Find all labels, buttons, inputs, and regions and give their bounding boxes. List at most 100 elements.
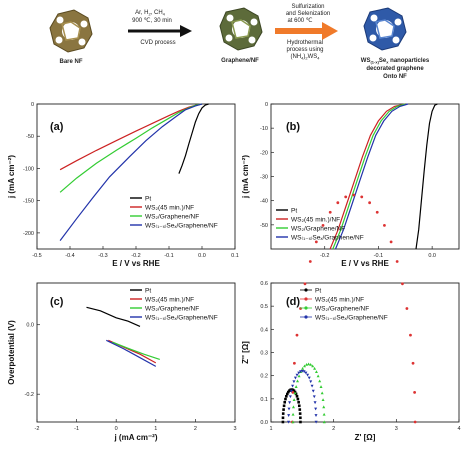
d-series-1-point (389, 240, 393, 244)
b-panel-tag: (b) (286, 121, 300, 133)
a-legend-label: WS₍₁₋ₓ₎Seₓ/Graphene/NF (145, 222, 218, 229)
a-legend-label: Pt (145, 195, 151, 202)
d-series-1-point (303, 282, 307, 286)
ws-se-label-line-3: Onto NF (383, 74, 407, 80)
d-legend-label: WS₂(45 min.)/NF (315, 296, 364, 303)
d-series-1-point (336, 201, 340, 205)
d-legend-label: Pt (315, 287, 321, 294)
d-series-2-point (307, 362, 311, 366)
ws-se-label-line-1: WS(1-x)Sex nanoparticles (361, 58, 430, 65)
c-x-tick-label: -2 (35, 426, 40, 432)
c-panel-tag: (c) (50, 296, 64, 308)
c-x-tick-label: -1 (74, 426, 79, 432)
a-legend: Pt WS₂(45 min.)/NF WS₂/Graphene/NF WS₍₁₋ₓ₎S… (130, 195, 218, 229)
d-series-3-point (304, 371, 308, 375)
d-series-3-point (291, 384, 295, 388)
b-y-tick-label: -40 (260, 199, 268, 205)
b-y-axis-label: j (mA cm⁻²) (241, 155, 250, 199)
d-series-1-point (409, 333, 412, 337)
d-series-3-point (307, 376, 311, 380)
a-series-0-line (178, 103, 209, 174)
d-series-2-point (296, 379, 300, 383)
panel-c-chart: -2 -1 0 1 2 3 -0.2 0.0 j (mA cm⁻²) Overpotential … (7, 282, 237, 442)
d-series-2-point (322, 420, 326, 424)
b-legend: Pt WS₂(45 min.)/NF WS₂/Graphene/NF WS₍₁₋ₓ₎S… (276, 207, 364, 241)
synthesis-scheme: Bare NF Ar, H2, CH4 900 ℃, 30 min CVD pr… (49, 4, 430, 80)
d-series-0-point (281, 412, 285, 415)
d-series-0-point (292, 389, 296, 392)
d-series-1-point (299, 307, 302, 310)
d-series-2-point (316, 374, 320, 378)
d-series-1-point (314, 240, 318, 244)
d-series-0-point (281, 420, 285, 424)
d-series-1-point (405, 307, 409, 310)
ws-se-lattice-image (363, 7, 407, 51)
b-series-2-line (332, 103, 406, 250)
d-x-tick-label: 1 (269, 426, 272, 432)
d-series-3-point (299, 370, 303, 374)
d-series-2-point (291, 412, 295, 416)
d-x-tick-label: 4 (457, 426, 460, 432)
d-series-0-point (296, 397, 300, 401)
d-series-1-point (383, 223, 386, 227)
a-x-tick-label: -0.2 (131, 253, 140, 259)
d-series-2-point (309, 362, 313, 366)
sulfurization-line-1: Sulfurization (291, 4, 324, 10)
d-series-0-point (282, 408, 285, 411)
d-series-1-point (291, 390, 295, 394)
c-y-axis-label: Overpotential (V) (7, 320, 16, 385)
d-series-1-point (413, 390, 417, 394)
d-series-1-point (413, 420, 417, 424)
b-legend-label: WS₂(45 min.)/NF (291, 216, 340, 223)
a-series-3-line (59, 103, 203, 241)
d-series-1-point (308, 260, 312, 263)
hydrothermal-line-2: process using (286, 47, 323, 53)
d-series-2-point (294, 385, 298, 388)
a-y-tick-label: -50 (26, 134, 34, 140)
d-x-tick-label: 3 (395, 426, 398, 432)
a-series-2-line (59, 103, 203, 193)
panel-b-chart: -0.2 -0.1 0.0 0 -10 -20 -30 -40 -50 E / V vs RHE j… (241, 102, 460, 268)
d-series-0-point (299, 420, 302, 424)
d-series-3-point (287, 420, 291, 424)
a-legend-label: WS₂/Graphene/NF (145, 213, 199, 220)
a-y-tick-label: -100 (23, 166, 34, 172)
d-legend-marker (304, 306, 308, 310)
d-legend-marker (304, 315, 308, 319)
b-y-tick-label: 0 (265, 102, 268, 108)
d-series-1-point (321, 223, 325, 227)
hydrothermal-line-1: Hydrothermal (287, 40, 323, 46)
sulfurization-line-3: at 600 ℃ (287, 18, 312, 24)
c-x-tick-label: 1 (154, 426, 157, 432)
d-series-2-point (293, 391, 297, 395)
d-legend-marker (304, 297, 308, 301)
d-series-3-point (302, 370, 306, 374)
d-series-0-point (285, 392, 289, 396)
b-x-tick-label: -0.1 (374, 253, 383, 259)
d-series-0-point (297, 404, 301, 408)
sulfurization-arrow (275, 22, 338, 40)
sulfurization-line-2: and Selenization (286, 11, 330, 17)
d-series-2-point (321, 398, 325, 402)
b-y-tick-label: -10 (260, 126, 268, 132)
d-y-tick-label: 0.6 (260, 281, 268, 287)
d-series-0-point (282, 404, 286, 408)
bare-nf-lattice-image (49, 9, 93, 53)
c-legend: Pt WS₂(45 min.)/NF WS₂/Graphene/NF WS₍₁₋ₓ₎S… (130, 287, 218, 321)
c-y-tick-label: 0.0 (26, 323, 34, 329)
d-series-1-point (328, 210, 332, 214)
cvd-process-label: CVD process (140, 40, 175, 46)
d-series-3-point (312, 395, 316, 399)
d-x-axis-label: Z' [Ω] (355, 433, 376, 442)
d-series-0-point (297, 400, 300, 404)
d-series-2-point (311, 364, 315, 368)
c-legend-label: WS₂(45 min.)/NF (145, 296, 194, 303)
a-x-tick-label: -0.4 (65, 253, 74, 259)
d-series-1-point (360, 195, 364, 199)
d-series-0-point (298, 408, 302, 411)
b-y-tick-label: -20 (260, 150, 268, 156)
c-plot-frame (36, 282, 236, 423)
a-y-tick-label: 0 (31, 102, 34, 108)
panel-d-chart: 1 2 3 4 0.0 0.1 0.2 0.3 0.4 0.5 0.6 Z' [Ω] Z'' [Ω] (d… (241, 193, 461, 442)
